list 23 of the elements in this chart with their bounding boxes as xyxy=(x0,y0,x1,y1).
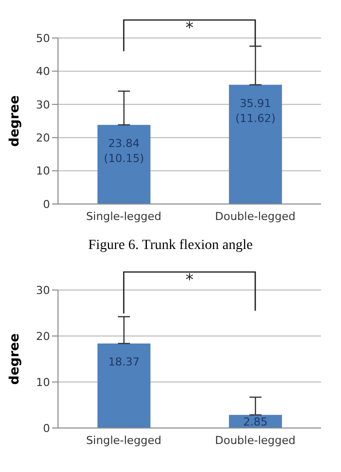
y-tick-label: 20 xyxy=(36,330,50,343)
x-tick-label: Double-legged xyxy=(215,210,296,223)
y-tick-label: 10 xyxy=(36,376,50,389)
text: Figure 6. Trunk flexion angle xyxy=(87,238,254,254)
x-tick-label: Single-legged xyxy=(86,210,162,223)
x-tick-label: Single-legged xyxy=(86,434,162,447)
x-tick-label: Double-legged xyxy=(215,434,296,447)
y-tick-label: 30 xyxy=(36,98,50,112)
y-tick-label: 30 xyxy=(36,284,50,297)
data-label: 2.85 xyxy=(243,415,268,428)
y-axis-title: degree xyxy=(8,95,23,147)
y-axis-title: degree xyxy=(8,333,23,385)
data-label: 35.91 (11.62) xyxy=(235,96,276,125)
y-tick-label: 40 xyxy=(36,65,50,78)
data-label: 23.84 (10.15) xyxy=(104,136,144,165)
y-tick-label: 10 xyxy=(36,164,50,178)
y-tick-label: 50 xyxy=(36,32,50,45)
y-tick-label: 20 xyxy=(36,132,50,145)
data-label: 18.37 xyxy=(108,356,140,368)
y-tick-label: 0 xyxy=(43,422,50,435)
y-tick-label: 0 xyxy=(43,198,50,211)
text: * xyxy=(186,270,194,289)
text: * xyxy=(186,18,194,37)
